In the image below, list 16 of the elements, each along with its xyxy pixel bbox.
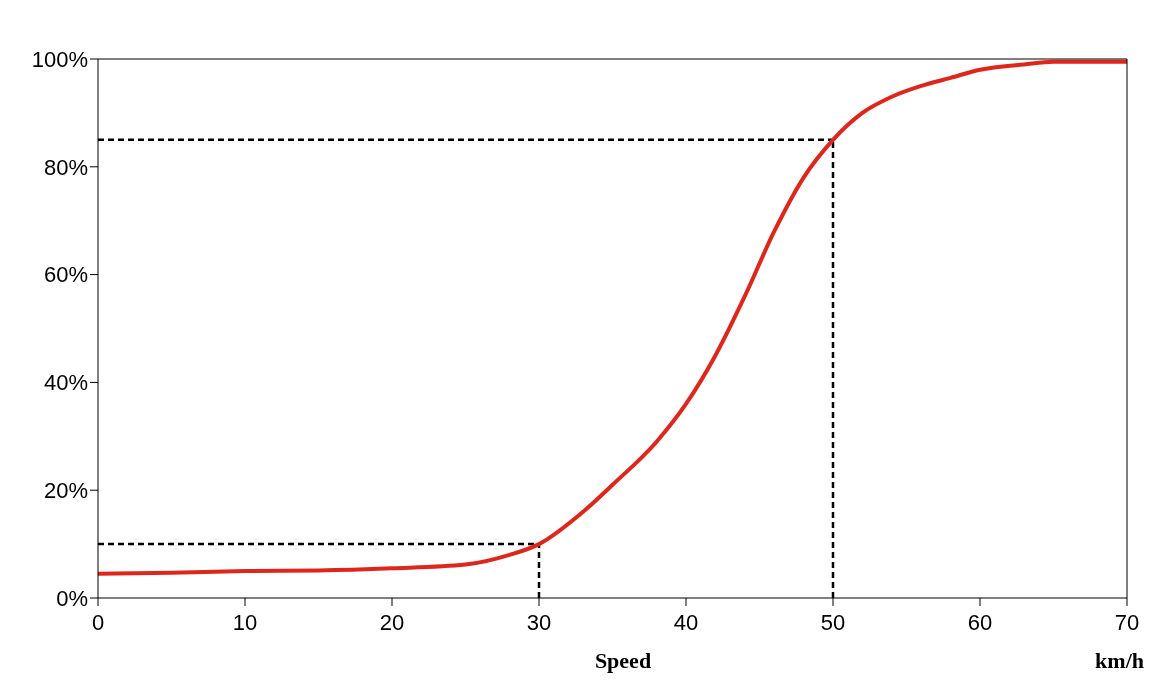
text: km/h — [1095, 648, 1144, 674]
x-tick-label: 60 — [967, 610, 993, 635]
x-tick-label: 20 — [379, 610, 405, 635]
x-tick-label: 0 — [91, 610, 105, 635]
y-tick-label: 40% — [43, 370, 88, 396]
y-tick-label: 0% — [56, 585, 88, 611]
x-tick-label: 40 — [673, 610, 699, 635]
x-tick-label: 70 — [1114, 610, 1140, 635]
y-tick-label: 100% — [31, 46, 88, 72]
x-tick-label: 30 — [526, 610, 552, 635]
y-tick-label: 80% — [43, 154, 88, 180]
x-axis-title: Speed — [594, 648, 652, 673]
y-tick-label: 60% — [43, 262, 88, 288]
x-tick-label: 10 — [232, 610, 258, 635]
x-tick-label: 50 — [820, 610, 846, 635]
y-tick-label: 20% — [43, 478, 88, 504]
